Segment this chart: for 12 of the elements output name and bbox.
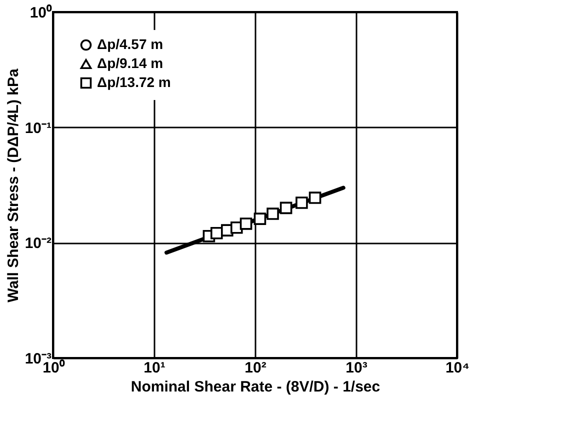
y-tick-label: 10⁻² (24, 235, 52, 252)
x-tick-label: 10⁴ (445, 360, 470, 376)
y-tick-label: 10⁻¹ (24, 120, 52, 137)
y-axis-title: Wall Shear Stress - (DΔP/4L) kPa (4, 68, 22, 302)
x-tick-label: 10³ (346, 360, 368, 376)
legend-label: Δp/13.72 m (97, 74, 171, 90)
legend-label: Δp/9.14 m (97, 55, 164, 71)
x-tick-label: 10¹ (144, 360, 166, 376)
x-axis-title: Nominal Shear Rate - (8V/D) - 1/sec (130, 378, 380, 396)
x-tick-label: 10² (244, 360, 266, 376)
legend-label: Δp/4.57 m (97, 36, 164, 52)
y-tick-label: 10⁰ (30, 4, 52, 22)
